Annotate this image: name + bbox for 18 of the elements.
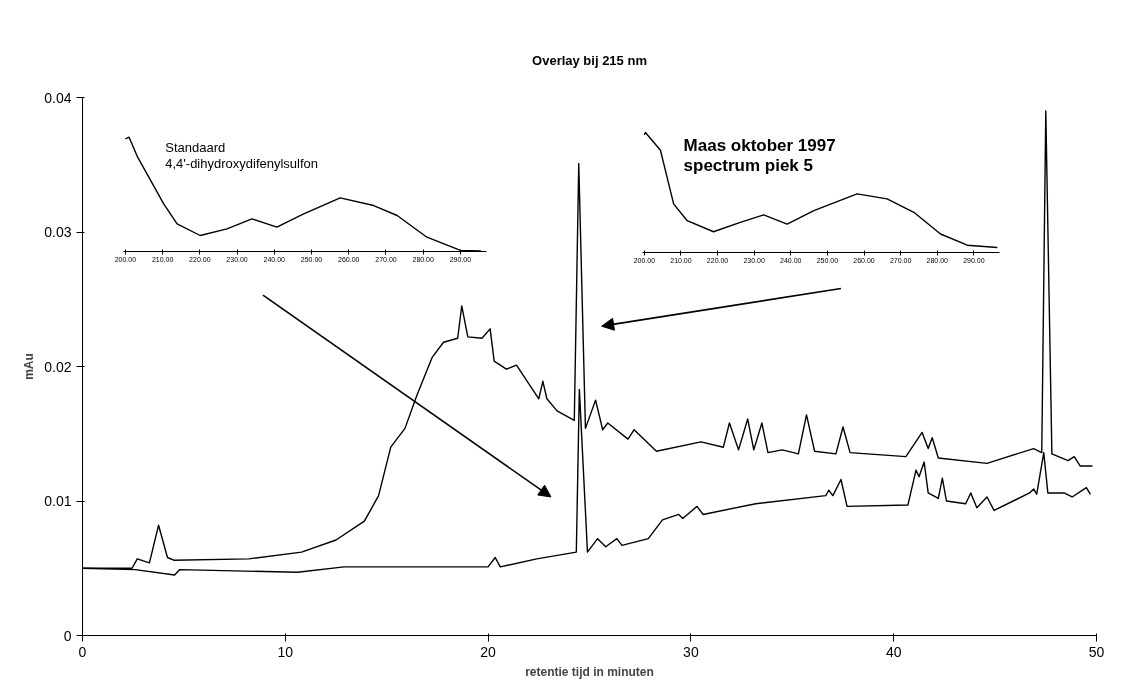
x-tick-label: 0 bbox=[78, 643, 87, 660]
annotation: 4,4'-dihydroxydifenylsulfon bbox=[165, 156, 319, 172]
x-tick-label: 30 bbox=[683, 643, 699, 660]
y-tick-label: 0.04 bbox=[44, 89, 72, 106]
annotation: Maas oktober 1997 bbox=[683, 135, 836, 155]
x-tick-label: 10 bbox=[277, 643, 294, 660]
x-tick-label: 40 bbox=[885, 643, 902, 660]
chart-title: Overlay bij 215 nm bbox=[532, 52, 647, 68]
y-tick-label: 0.02 bbox=[44, 358, 72, 375]
y-tick-label: 0.03 bbox=[44, 224, 72, 240]
annotation: Standaard bbox=[165, 140, 226, 156]
y-axis-title: mAu bbox=[22, 353, 37, 380]
annotation: spectrum piek 5 bbox=[683, 155, 814, 175]
x-tick-label: 50 bbox=[1088, 643, 1105, 660]
y-tick-label: 0 bbox=[63, 627, 72, 644]
y-tick-label: 0.01 bbox=[44, 493, 72, 509]
x-tick-label: 20 bbox=[480, 643, 497, 660]
x-axis-title: retentie tijd in minuten bbox=[525, 664, 654, 679]
